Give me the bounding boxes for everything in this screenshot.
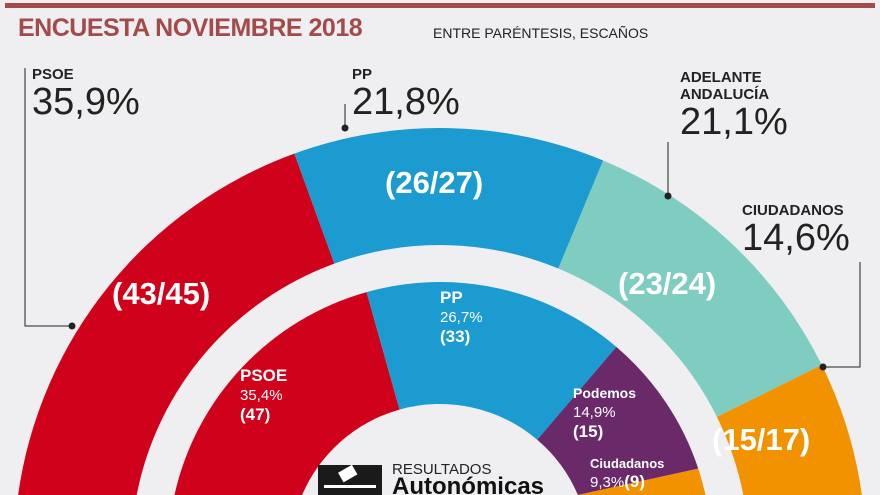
- party-percent: 35,9%: [32, 81, 140, 123]
- ballot-box-logo: [318, 465, 382, 495]
- top-bar: [5, 3, 875, 8]
- party-name: PSOE: [240, 366, 288, 385]
- party-name: PSOE: [32, 66, 74, 83]
- party-name: ADELANTE ANDALUCÍA: [680, 69, 770, 103]
- segment-podemos: [537, 346, 699, 495]
- party-name: PP: [352, 66, 373, 83]
- party-percent: 14,9%: [573, 404, 616, 421]
- party-percent: 35,4%: [240, 387, 283, 404]
- party-name: PP: [440, 288, 463, 307]
- segment-pp: [294, 127, 604, 269]
- seats-pp: (26/27): [385, 165, 484, 200]
- party-seats: (15): [573, 422, 604, 441]
- party-name: CIUDADANOS: [742, 202, 844, 219]
- party-name: Podemos: [573, 385, 637, 401]
- party-percent: 14,6%: [742, 217, 850, 259]
- page-title: ENCUESTA NOVIEMBRE 2018: [18, 14, 363, 42]
- label-psoe: PSOE 35,9%: [32, 66, 140, 121]
- results-label: RESULTADOS: [392, 461, 492, 478]
- seats-psoe: (43/45): [112, 276, 211, 311]
- inner-label-psoe: PSOE 35,4% (47): [240, 366, 287, 425]
- seats-adelante: (23/24): [618, 266, 717, 301]
- segment-pp: [366, 282, 617, 440]
- seats-ciudadanos: (15/17): [712, 422, 811, 457]
- callout-dots: [68, 124, 827, 371]
- party-name: Ciudadanos: [590, 456, 665, 471]
- autonomicas-label: Autonómicas: [392, 473, 545, 495]
- party-seats: (33): [440, 327, 471, 346]
- party-percent: 21,8%: [352, 81, 460, 123]
- label-pp: PP 21,8%: [352, 66, 460, 121]
- inner-label-pp: PP 26,7% (33): [440, 288, 483, 347]
- party-seats: (9): [624, 472, 645, 491]
- segment-ciudadanos: [577, 468, 706, 495]
- party-percent: 9,3%: [590, 474, 625, 491]
- segment-adelante-andaluc-a: [558, 160, 822, 417]
- label-adelante: ADELANTE ANDALUCÍA 21,1%: [680, 69, 790, 141]
- inner-label-podemos: Podemos 14,9% (15): [573, 384, 636, 442]
- label-ciudadanos: CIUDADANOS 14,6%: [742, 202, 850, 257]
- segment-psoe: [18, 153, 335, 495]
- callout-lines: [24, 68, 861, 368]
- subtitle: ENTRE PARÉNTESIS, ESCAÑOS: [433, 25, 649, 41]
- inner-label-ciudadanos: Ciudadanos 9,3%(9): [590, 455, 664, 492]
- party-percent: 21,1%: [680, 101, 788, 143]
- party-percent: 26,7%: [440, 309, 483, 326]
- segment-psoe: [174, 292, 400, 495]
- segment-ciudadanos: [716, 364, 862, 495]
- party-seats: (47): [240, 405, 271, 424]
